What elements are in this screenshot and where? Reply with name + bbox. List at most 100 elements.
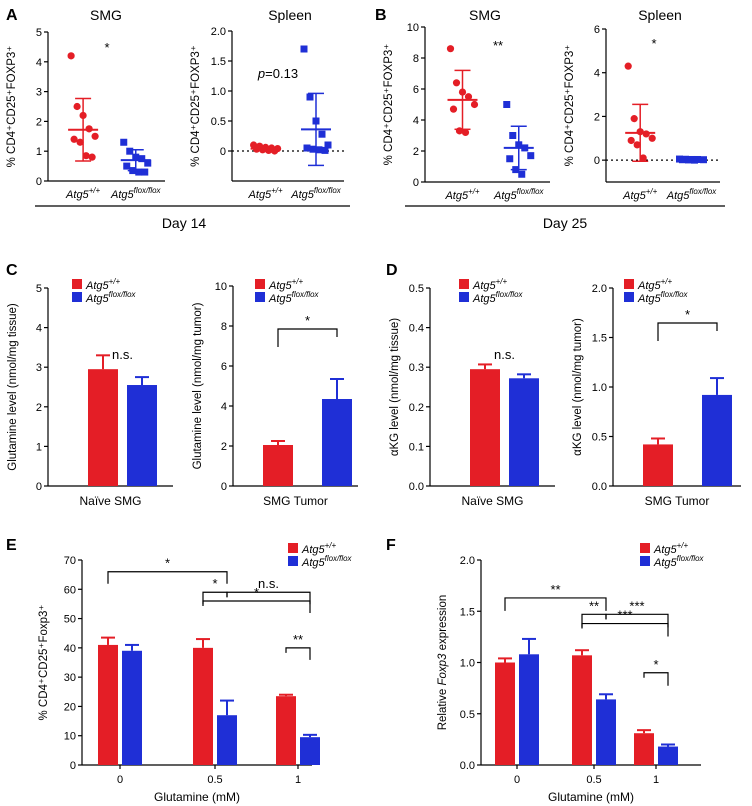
data-point	[138, 155, 146, 163]
y-tick-label: 60	[64, 584, 76, 596]
data-point	[309, 145, 317, 153]
legend-swatch-ko	[288, 556, 298, 566]
data-point	[76, 138, 84, 146]
y-tick-label: 5	[36, 283, 42, 295]
panel-label-b: B	[375, 7, 387, 24]
x-tick-label: Atg5+/+	[444, 187, 479, 202]
data-point	[123, 162, 131, 170]
significance-bracket	[657, 322, 718, 341]
y-tick-label: 0.0	[409, 481, 424, 493]
y-tick-label: 2.0	[460, 555, 475, 567]
legend-label-ko: Atg5flox/flox	[268, 290, 319, 305]
y-tick-label: 0.5	[211, 116, 226, 128]
data-point	[648, 134, 656, 142]
data-point	[70, 135, 78, 143]
y-tick-label: 5	[36, 27, 42, 39]
y-axis-label: αKG level (nmol/mg tissue)	[389, 318, 401, 456]
y-tick-label: 2	[594, 111, 600, 123]
y-tick-label: 4	[594, 68, 600, 80]
significance-label: *	[165, 556, 170, 571]
data-point	[315, 146, 323, 154]
legend-swatch-wt	[459, 279, 469, 289]
x-tick-label: 0	[514, 774, 520, 786]
y-tick-label: 4	[413, 115, 419, 127]
data-point	[627, 136, 635, 145]
legend-label-wt: Atg5+/+	[85, 277, 120, 292]
y-tick-label: 0.5	[460, 709, 475, 721]
significance-label: **	[293, 632, 303, 647]
significance-label: **	[493, 38, 503, 53]
data-point	[91, 132, 99, 140]
chart-E: % CD4⁺CD25⁺Foxp3⁺ 0 10 20 30 40 50 60 70 0 0.5 1 Glu…	[38, 541, 352, 804]
y-tick-label: 6	[413, 84, 419, 96]
y-tick-label: 1.0	[592, 382, 607, 394]
x-tick-label: 0.5	[586, 774, 601, 786]
y-tick-label: 0	[413, 177, 419, 189]
significance-label: *	[104, 40, 109, 55]
significance-label: ***	[629, 598, 644, 613]
significance-label: *	[212, 576, 217, 591]
legend-label-wt: Atg5+/+	[472, 277, 507, 292]
data-point	[470, 100, 479, 109]
y-tick-label: 50	[64, 614, 76, 626]
y-tick-label: 2	[36, 402, 42, 414]
y-tick-label: 0.5	[409, 283, 424, 295]
y-tick-label: 20	[64, 701, 76, 713]
y-tick-label: 0	[594, 155, 600, 167]
x-tick-label: 0.5	[207, 774, 222, 786]
bar	[98, 644, 118, 765]
y-tick-label: 1.5	[592, 333, 607, 345]
data-point	[324, 141, 332, 149]
y-tick-label: 0	[36, 176, 42, 188]
data-point	[642, 130, 650, 138]
x-axis-label: SMG Tumor	[263, 494, 328, 508]
y-tick-label: 3	[36, 87, 42, 99]
y-tick-label: 2.0	[211, 26, 226, 38]
data-point	[303, 144, 311, 152]
y-tick-label: 10	[64, 731, 76, 743]
chart-title: SMG	[469, 7, 501, 23]
y-tick-label: 8	[221, 321, 227, 333]
panel-label-f: F	[386, 537, 396, 554]
x-tick-label: Atg5flox/flox	[110, 186, 161, 201]
y-tick-label: 2.0	[592, 283, 607, 295]
x-axis-label: Naïve SMG	[461, 494, 523, 508]
significance-label: **	[589, 598, 599, 613]
significance-bracket	[581, 613, 607, 628]
data-point	[135, 168, 143, 176]
chart-D2: αKG level (nmol/mg tumor) 0.0 0.5 1.0 1.5 2.0…	[572, 277, 741, 508]
data-point	[306, 93, 314, 101]
significance-bracket	[202, 600, 311, 613]
data-point	[82, 152, 90, 160]
significance-bracket	[285, 647, 311, 660]
y-axis-label: % CD4⁺CD25⁺FOXP3⁺	[383, 44, 395, 166]
x-axis-label: Glutamine (mM)	[548, 790, 634, 804]
significance-label: *	[651, 36, 656, 51]
chart-C2: Glutamine level (nmol/mg tumor) 0 2 4 6 8 10 SM…	[192, 277, 358, 508]
y-tick-label: 0.2	[409, 402, 424, 414]
significance-label: ***	[617, 608, 632, 623]
significance-label: *	[254, 585, 259, 600]
legend-swatch-ko	[72, 292, 82, 302]
bar	[217, 715, 237, 765]
data-point	[144, 159, 152, 167]
legend-label-wt: Atg5+/+	[637, 277, 672, 292]
chart-A1: SMG % CD4⁺CD25⁺FOXP3⁺ 0 1 2 3 4 5 Atg5+/+ Atg5flo…	[6, 7, 165, 201]
significance-label: **	[550, 582, 560, 597]
y-tick-label: 0.5	[592, 432, 607, 444]
data-point	[527, 152, 535, 160]
data-point	[509, 132, 517, 139]
bar	[88, 369, 118, 486]
significance-label: *	[685, 307, 690, 322]
data-point	[120, 138, 128, 146]
chart-D1: αKG level (nmol/mg tissue) 0.0 0.1 0.2 0.3 0.…	[389, 277, 555, 508]
significance-bracket	[581, 622, 669, 637]
x-tick-label: Atg5flox/flox	[290, 186, 341, 201]
chart-B1: SMG % CD4⁺CD25⁺FOXP3⁺ 0 2 4 6 8 10 Atg5+/+ Atg5fl…	[383, 7, 550, 202]
data-point	[300, 45, 308, 53]
data-point	[126, 147, 134, 155]
day14-label: Day 14	[162, 215, 207, 231]
chart-title: Spleen	[638, 7, 682, 23]
bar	[509, 378, 539, 486]
y-tick-label: 40	[64, 643, 76, 655]
